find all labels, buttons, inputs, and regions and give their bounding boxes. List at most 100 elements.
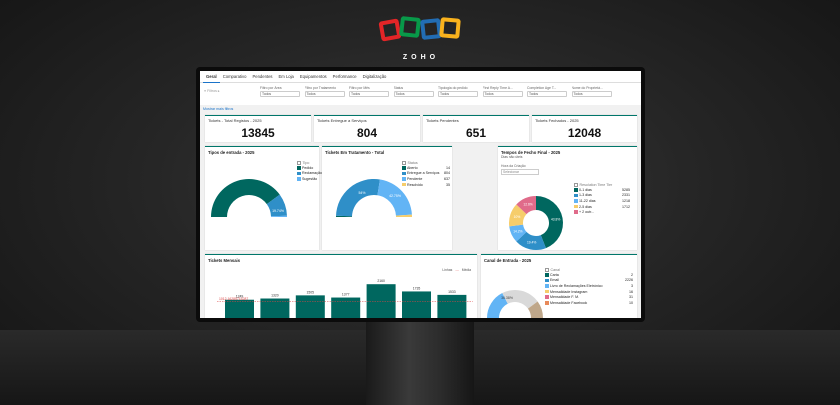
bar-2[interactable] bbox=[295, 295, 325, 318]
legend-item-name: 2-5 dias bbox=[579, 204, 592, 209]
filter-5: First Reply Time A... Todos bbox=[482, 86, 523, 97]
logo-yellow-square bbox=[439, 17, 461, 39]
legend-item[interactable]: + 2 outr... bbox=[574, 209, 630, 215]
legend-swatch bbox=[297, 166, 301, 170]
legend-item[interactable]: 1-3 dias 2331 bbox=[574, 193, 630, 199]
legend-item-name: Mensalidade Instagram bbox=[550, 289, 588, 294]
donut-segment-0[interactable] bbox=[536, 196, 563, 249]
filter-label: Nome do Proprietá... bbox=[571, 86, 603, 90]
legend-swatch bbox=[545, 278, 549, 283]
tipos-donut-chart: 19.74% bbox=[211, 179, 287, 217]
tab-comparativo[interactable]: Comparativo bbox=[222, 74, 247, 79]
bar-0[interactable] bbox=[225, 299, 254, 318]
legend-item[interactable]: Livro de Reclamações Eletrónico 3 bbox=[545, 283, 633, 289]
filter-select[interactable]: Todos bbox=[304, 91, 345, 97]
legend-item-name: Livro de Reclamações Eletrónico bbox=[550, 283, 603, 288]
filter-3: Status Todos bbox=[393, 86, 434, 97]
legend-checkbox[interactable] bbox=[297, 161, 301, 165]
kpi-title: Tickets - Total Registos - 2025 bbox=[208, 118, 262, 123]
tab-digitalizacao[interactable]: Digitalização bbox=[362, 74, 387, 79]
legend-item[interactable]: Email 2226 bbox=[545, 278, 633, 284]
donut-segment-2[interactable] bbox=[270, 215, 287, 217]
bar-4[interactable] bbox=[366, 284, 396, 318]
legend-item-count: 35 bbox=[446, 182, 450, 187]
donut-segment-2[interactable] bbox=[509, 224, 527, 242]
donut-segment-1[interactable] bbox=[502, 290, 538, 309]
filter-label: First Reply Time A... bbox=[482, 86, 513, 90]
donut-segment-1[interactable] bbox=[266, 194, 287, 217]
donut-segment-1[interactable] bbox=[336, 179, 380, 217]
donut-data-label: 10% bbox=[514, 215, 521, 219]
legend-item-count: 3 bbox=[631, 283, 633, 288]
bar-data-label: 1320 bbox=[271, 294, 279, 298]
legend-swatch bbox=[402, 177, 406, 181]
filter-select[interactable]: Todos bbox=[260, 91, 300, 97]
legend-item-count: 14 bbox=[446, 165, 450, 170]
tab-performance[interactable]: Performance bbox=[332, 74, 357, 79]
legend-item[interactable]: Resolvido 35 bbox=[402, 182, 450, 188]
fecho-card: Tempos de Fecho Final - 2025 Dias não út… bbox=[498, 146, 637, 250]
tab-equipamentos[interactable]: Equipamentos bbox=[299, 74, 327, 79]
legend-title-text: Canal bbox=[550, 268, 560, 272]
donut-segment-3[interactable] bbox=[395, 214, 412, 217]
legend-item[interactable]: 0-1 dias 5285 bbox=[574, 187, 630, 193]
logo-blue-square bbox=[420, 18, 442, 40]
legend-checkbox[interactable] bbox=[545, 268, 549, 272]
logo-red-square bbox=[378, 18, 402, 42]
legend-item-name: 11-22 dias bbox=[579, 198, 596, 203]
legend-title: Status bbox=[402, 161, 450, 165]
legend-checkbox[interactable] bbox=[574, 183, 578, 187]
legend-item-name: Resolvido bbox=[407, 182, 423, 187]
legend-item[interactable]: Aberto 14 bbox=[402, 165, 450, 171]
donut-segment-4[interactable] bbox=[516, 196, 536, 215]
legend-item[interactable]: Entregue a Serviços 804 bbox=[402, 171, 450, 177]
filter-4: Tipologia do pedido Todos bbox=[438, 86, 478, 97]
tab-geral[interactable]: Geral bbox=[203, 71, 220, 83]
kpi-card-pendentes: Tickets Pendentes 651 bbox=[423, 115, 529, 142]
legend-item-name: + 2 outr... bbox=[579, 210, 595, 215]
legend-item[interactable]: Pendente 637 bbox=[402, 176, 450, 182]
legend-item[interactable]: Mensalidade Instagram 16 bbox=[545, 289, 633, 295]
legend-item[interactable]: Mensalidade Facebook 10 bbox=[545, 300, 633, 306]
hour-filter-input[interactable]: Selecionar bbox=[501, 169, 539, 175]
legend-item[interactable]: Carta 2 bbox=[545, 272, 633, 278]
donut-segment-3[interactable] bbox=[509, 204, 527, 227]
legend-swatch bbox=[545, 295, 549, 299]
tab-em-loja[interactable]: Em Loja bbox=[278, 74, 294, 79]
bar-data-label: 1377 bbox=[342, 293, 350, 297]
legend-swatch bbox=[545, 301, 549, 305]
legend-item[interactable]: Mensalidade F. M. 31 bbox=[545, 294, 633, 300]
donut-segment-2[interactable] bbox=[527, 301, 543, 318]
kpi-title: Tickets Fechados - 2025 bbox=[535, 118, 579, 123]
filter-select[interactable]: Todos bbox=[571, 91, 612, 97]
filter-select[interactable]: Todos bbox=[438, 91, 478, 97]
bar-3[interactable] bbox=[331, 297, 361, 318]
bar-5[interactable] bbox=[402, 291, 431, 318]
legend-checkbox[interactable] bbox=[402, 161, 406, 165]
fecho-donut-chart: 43.8% 19.4% 14.2% 10% 12.6% bbox=[509, 196, 563, 250]
legend-item[interactable]: 11-22 dias 1218 bbox=[574, 198, 630, 204]
legend-title-text: Tipo bbox=[302, 161, 310, 165]
filter-select[interactable]: Todos bbox=[393, 91, 434, 97]
legend-swatch bbox=[545, 273, 549, 277]
filter-select[interactable]: Todos bbox=[527, 91, 567, 97]
bar-1[interactable] bbox=[260, 298, 290, 318]
filter-bar: ≡ Filtros ▸ Filtro por Área Todos Filtro p… bbox=[200, 83, 641, 105]
legend-item[interactable]: 2-5 dias 1712 bbox=[574, 204, 630, 210]
legend-item-name: Entregue a Serviços bbox=[407, 171, 440, 176]
donut-segment-0[interactable] bbox=[336, 215, 353, 217]
kpi-value: 12048 bbox=[567, 126, 602, 140]
more-filters-link[interactable]: Mostrar mais filtros bbox=[203, 107, 234, 111]
donut-segment-1[interactable] bbox=[516, 231, 546, 250]
donut-segment-0[interactable] bbox=[487, 293, 508, 318]
filters-toggle-button[interactable]: ≡ Filtros ▸ bbox=[204, 89, 220, 93]
bar-data-label: 1249 bbox=[236, 295, 244, 299]
filter-select[interactable]: Todos bbox=[482, 91, 523, 97]
donut-segment-2[interactable] bbox=[377, 179, 412, 216]
bar-6[interactable] bbox=[437, 294, 467, 318]
filter-select[interactable]: Todos bbox=[349, 91, 389, 97]
tab-pendentes[interactable]: Pendentes bbox=[252, 74, 273, 79]
kpi-value: 651 bbox=[465, 126, 487, 140]
donut-data-label: 14.2% bbox=[513, 230, 522, 234]
donut-segment-0[interactable] bbox=[211, 179, 280, 217]
